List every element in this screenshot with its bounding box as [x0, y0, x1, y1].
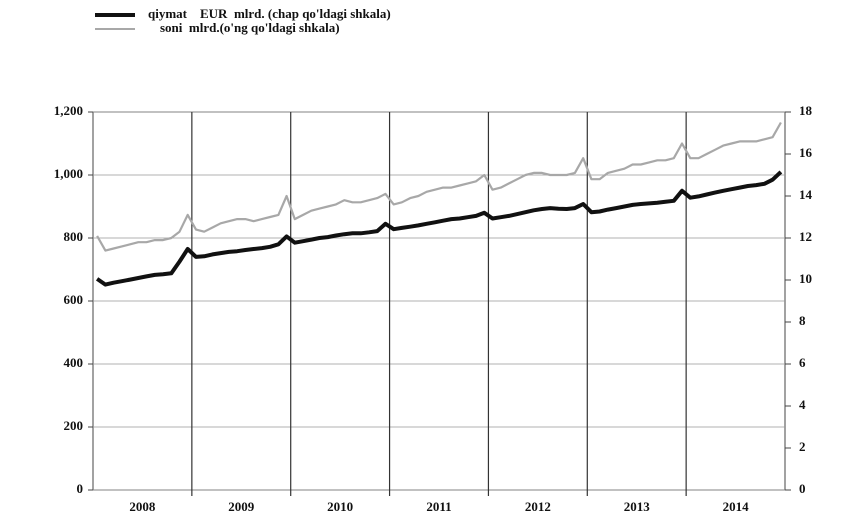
x-tick-label: 2012: [525, 499, 551, 514]
x-tick-label: 2008: [129, 499, 156, 514]
x-tick-label: 2014: [723, 499, 750, 514]
y-tick-label: 1,200: [54, 103, 83, 118]
y2-tick-label: 16: [799, 145, 813, 160]
series-line: [96, 121, 782, 252]
y2-tick-label: 4: [799, 397, 806, 412]
y2-tick-label: 0: [799, 481, 806, 496]
y-tick-label: 200: [64, 418, 84, 433]
series-line: [95, 170, 783, 287]
y2-tick-label: 14: [799, 187, 813, 202]
x-tick-label: 2011: [426, 499, 451, 514]
y2-tick-label: 10: [799, 271, 812, 286]
y2-tick-label: 12: [799, 229, 812, 244]
y-tick-label: 600: [64, 292, 84, 307]
y2-tick-label: 18: [799, 103, 813, 118]
y2-tick-label: 6: [799, 355, 806, 370]
y-tick-label: 1,000: [54, 166, 83, 181]
y2-tick-label: 2: [799, 439, 806, 454]
legend-label: qiymat EUR mlrd. (chap qo'ldagi shkala): [148, 6, 391, 21]
y-tick-label: 400: [64, 355, 84, 370]
legend-label: soni mlrd.(o'ng qo'ldagi shkala): [160, 20, 340, 35]
y-tick-label: 0: [77, 481, 84, 496]
y2-tick-label: 8: [799, 313, 806, 328]
x-tick-label: 2010: [327, 499, 353, 514]
x-tick-label: 2013: [624, 499, 651, 514]
y-tick-label: 800: [64, 229, 84, 244]
x-tick-label: 2009: [228, 499, 255, 514]
